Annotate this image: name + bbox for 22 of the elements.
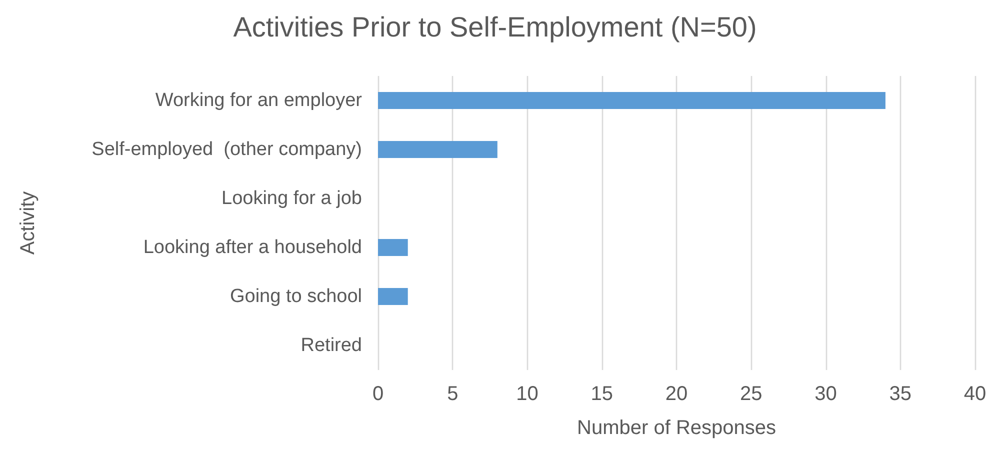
x-tick-label: 10 xyxy=(516,383,538,405)
bar xyxy=(378,92,886,109)
chart-title: Activities Prior to Self-Employment (N=50) xyxy=(233,12,757,42)
y-tick-label: Retired xyxy=(300,335,362,356)
bar xyxy=(378,239,408,256)
x-axis-title: Number of Responses xyxy=(577,417,776,439)
y-axis-title: Activity xyxy=(17,191,39,255)
bar xyxy=(378,141,498,158)
x-tick-label: 0 xyxy=(372,383,384,405)
x-tick-label: 25 xyxy=(740,383,762,405)
y-tick-label: Looking after a household xyxy=(143,237,362,258)
x-tick-label: 35 xyxy=(889,383,912,405)
x-tick-label: 20 xyxy=(665,383,688,405)
y-tick-label: Self-employed (other company) xyxy=(92,139,362,160)
y-tick-label: Going to school xyxy=(230,286,362,307)
x-tick-label: 40 xyxy=(964,383,986,405)
x-tick-label: 15 xyxy=(590,383,613,405)
y-tick-label: Looking for a job xyxy=(222,188,362,209)
y-tick-label: Working for an employer xyxy=(155,90,363,111)
bar xyxy=(378,288,408,305)
x-tick-label: 5 xyxy=(447,383,458,405)
x-tick-label: 30 xyxy=(814,383,837,405)
